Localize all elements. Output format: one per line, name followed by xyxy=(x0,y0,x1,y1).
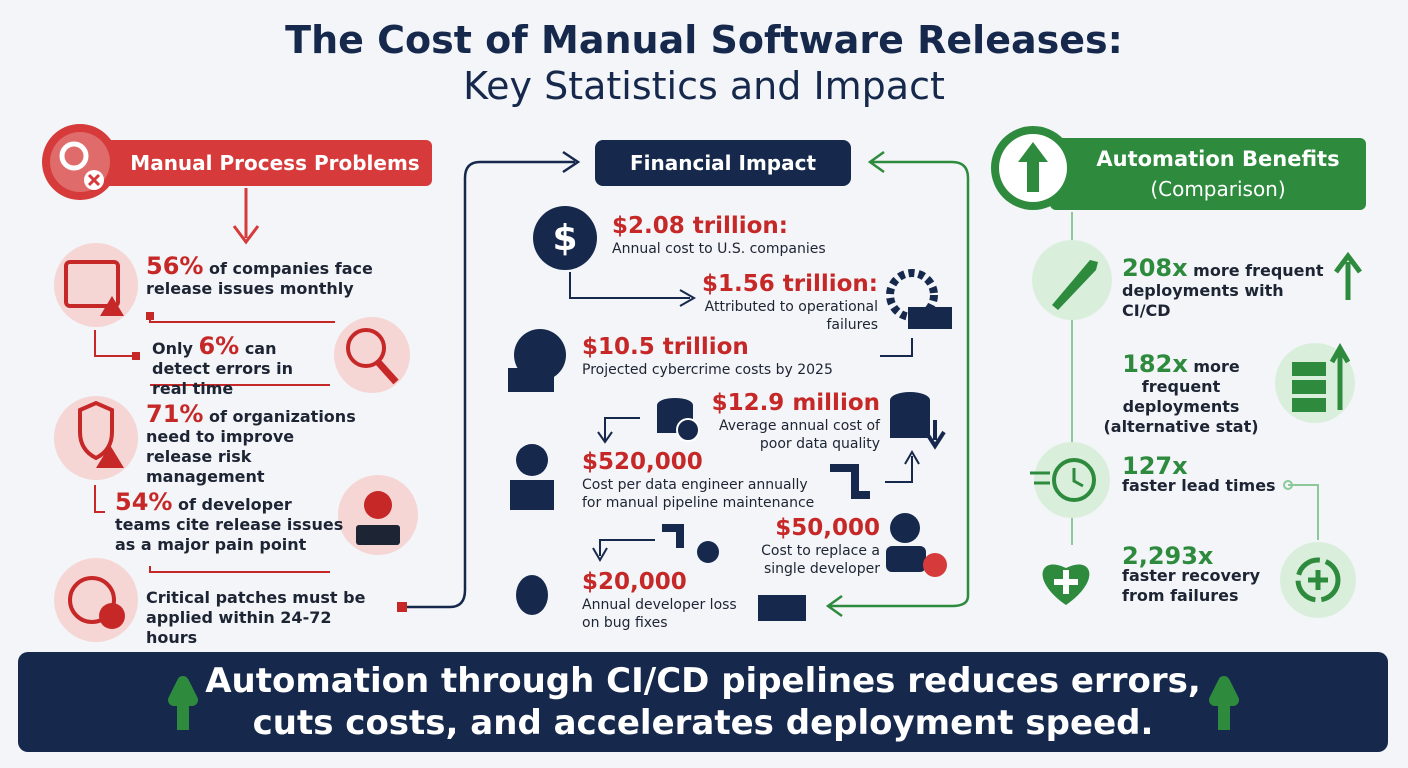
section-heading: Financial Impact xyxy=(629,151,817,175)
cost: $20,000 Annual developer loss on bug fixe… xyxy=(582,568,752,632)
problem: Only 6% can detect errors in real time xyxy=(152,334,332,399)
benefit: 182x more frequent deployments (alternat… xyxy=(1086,352,1276,437)
cost: $10.5 trillion Projected cybercrime costs… xyxy=(582,333,882,379)
stat: 54% xyxy=(115,488,173,516)
cost: $2.08 trillion: Annual cost to U.S. compa… xyxy=(612,212,872,258)
subtitle: Key Statistics and Impact xyxy=(463,64,945,108)
cost: $50,000 Cost to replace a single develope… xyxy=(730,514,880,578)
dollar-glyph: $ xyxy=(552,218,577,259)
cost: $1.56 trillion: Attributed to operational… xyxy=(680,270,878,334)
problem-text: Critical patches must be applied within … xyxy=(146,588,366,647)
amount: $50,000 xyxy=(775,515,880,541)
problem: 54% of developer teams cite release issu… xyxy=(115,490,345,555)
prefix: Only xyxy=(152,339,193,358)
problem-text: of developer teams cite release issues a… xyxy=(115,495,344,554)
cost-text: Cost to replace a single developer xyxy=(761,543,880,577)
multiplier: 2,293x xyxy=(1122,542,1214,570)
cost-text: Annual cost to U.S. companies xyxy=(612,241,826,257)
multiplier: 208x xyxy=(1122,254,1188,282)
problem: 71% of organizations need to improve rel… xyxy=(146,402,356,487)
cost-text: Average annual cost of poor data quality xyxy=(718,418,880,452)
amount: $520,000 xyxy=(582,449,703,475)
cost-text: Projected cybercrime costs by 2025 xyxy=(582,362,833,378)
cost-text: Cost per data engineer annually for manu… xyxy=(582,477,815,511)
benefit-text: faster recovery from failures xyxy=(1122,566,1261,605)
stat: 56% xyxy=(146,252,204,280)
footer-line: Automation through CI/CD pipelines reduc… xyxy=(205,661,1201,701)
benefit-text: more frequent deployments with CI/CD xyxy=(1122,261,1324,320)
section-heading: Automation Benefits xyxy=(1096,147,1340,171)
amount: $20,000 xyxy=(582,569,687,595)
cost-text: Attributed to operational failures xyxy=(704,299,878,333)
problem: Critical patches must be applied within … xyxy=(146,588,376,648)
problem-text: of organizations need to improve release… xyxy=(146,407,356,486)
problem: 56% of companies face release issues mon… xyxy=(146,254,376,299)
amount: $1.56 trillion: xyxy=(701,271,878,297)
problem-text: can detect errors in real time xyxy=(152,339,293,398)
benefit: 127x faster lead times xyxy=(1122,452,1282,496)
amount: $12.9 million xyxy=(711,390,880,416)
amount: $2.08 trillion: xyxy=(612,213,789,239)
stat: 6% xyxy=(198,332,240,360)
footer-line: cuts costs, and accelerates deployment s… xyxy=(252,703,1154,743)
amount: $10.5 trillion xyxy=(582,334,749,360)
title: The Cost of Manual Software Releases: xyxy=(285,18,1123,62)
stat: 71% xyxy=(146,400,204,428)
problem-text: of companies face release issues monthly xyxy=(146,259,373,298)
benefit-text: more frequent deployments (alternative s… xyxy=(1103,357,1259,436)
benefit: 2,293x faster recovery from failures xyxy=(1122,542,1262,606)
section-subheading: (Comparison) xyxy=(1150,177,1286,201)
benefit-text: faster lead times xyxy=(1122,476,1276,495)
section-heading: Manual Process Problems xyxy=(130,151,420,175)
cost: $12.9 million Average annual cost of poor… xyxy=(700,389,880,453)
cost-text: Annual developer loss on bug fixes xyxy=(582,597,737,631)
multiplier: 127x xyxy=(1122,452,1188,480)
cost: $520,000 Cost per data engineer annually … xyxy=(582,448,827,512)
benefit: 208x more frequent deployments with CI/C… xyxy=(1122,256,1332,321)
multiplier: 182x xyxy=(1122,350,1188,378)
